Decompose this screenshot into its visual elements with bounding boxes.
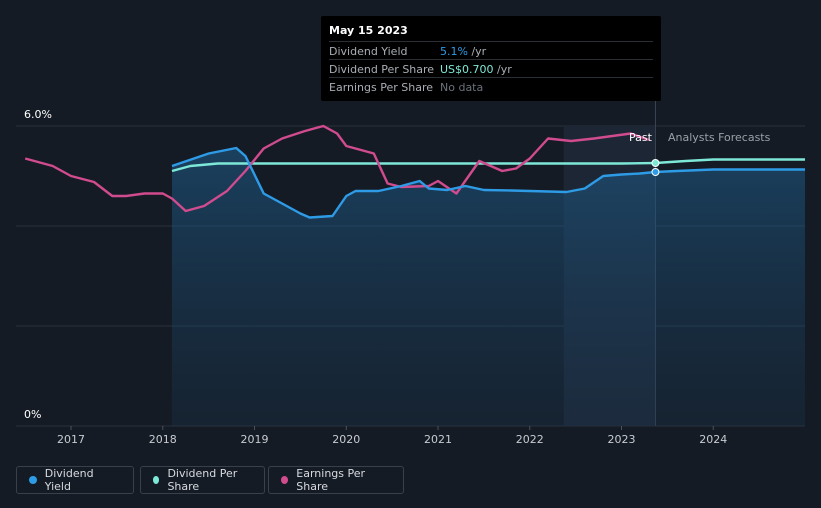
tooltip-value: 5.1% [440,45,468,58]
dividend-yield-area [171,148,806,426]
tooltip-label: Dividend Per Share [329,63,435,76]
x-tick-label: 2017 [57,433,85,446]
tooltip-row-dividend-yield: Dividend Yield 5.1% /yr [329,41,653,60]
legend-dividend-per-share[interactable]: Dividend Per Share [140,466,265,494]
dividend-yield-line [171,146,805,219]
tooltip-row-earnings-per-share: Earnings Per Share No data [329,77,653,96]
tooltip-value: No data [440,81,484,94]
forecast-label: Analysts Forecasts [668,131,771,144]
legend-dividend-yield[interactable]: Dividend Yield [16,466,134,494]
chart-lines [24,124,805,219]
y-tick-label-bottom: 0% [24,408,42,421]
tooltip-label: Earnings Per Share [329,81,434,94]
x-tick-label: 2023 [608,433,636,446]
tooltip-label: Dividend Yield [329,45,408,58]
chart-markers [651,159,660,176]
y-tick-label-top: 6.0% [24,108,52,121]
chart-fills [171,148,806,426]
x-tick-label: 2019 [241,433,269,446]
legend-label: Dividend Per Share [167,467,238,493]
tooltip-unit: /yr [493,63,512,76]
tooltip-value: US$0.700 [440,63,494,76]
legend-dot-icon [29,476,37,484]
x-axis-ticks: 2017 2018 2019 2020 2021 2022 2023 2024 [57,426,727,446]
tooltip-unit: /yr [467,45,487,58]
legend-label: Earnings Per Share [296,467,366,493]
legend-dot-icon [153,476,160,484]
x-tick-label: 2021 [424,433,452,446]
tooltip-date: May 15 2023 [329,24,408,37]
legend-label: Dividend Yield [44,467,94,493]
past-label: Past [629,131,652,144]
x-tick-label: 2022 [516,433,544,446]
tooltip-row-dividend-per-share: Dividend Per Share US$0.700 /yr [329,59,653,78]
x-tick-label: 2018 [149,433,177,446]
legend-earnings-per-share[interactable]: Earnings Per Share [268,466,404,494]
dividend-yield-marker [651,168,660,176]
earnings-per-share-line [24,124,650,213]
legend-dot-icon [281,476,289,484]
x-tick-label: 2024 [699,433,727,446]
chart-tooltip: May 15 2023 Dividend Yield 5.1% /yr Divi… [321,16,661,101]
x-tick-label: 2020 [332,433,360,446]
dividend-per-share-marker [651,159,660,167]
